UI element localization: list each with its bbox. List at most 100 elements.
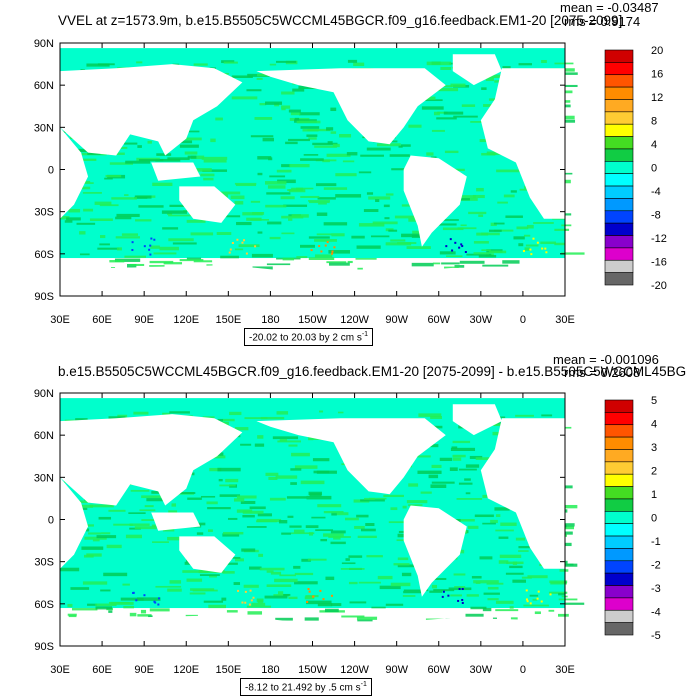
- ocean-streak: [168, 214, 194, 217]
- ocean-streak: [481, 87, 487, 90]
- anomaly-speck: [545, 251, 548, 254]
- ocean-streak: [509, 565, 523, 569]
- ocean-streak: [532, 598, 538, 601]
- ocean-streak: [347, 59, 358, 63]
- ocean-streak: [436, 117, 457, 120]
- colorbar-label: 4: [651, 419, 657, 431]
- ocean-streak: [518, 546, 538, 549]
- ocean-streak: [317, 504, 342, 508]
- x-tick-label: 180: [261, 314, 279, 326]
- ocean-streak: [444, 150, 459, 154]
- y-tick-label: 0: [48, 165, 54, 177]
- ocean-streak: [304, 596, 315, 600]
- anomaly-speck: [244, 601, 247, 604]
- ocean-streak: [238, 244, 260, 248]
- ocean-streak: [521, 576, 532, 579]
- ocean-streak: [84, 536, 107, 540]
- ocean-streak: [254, 117, 273, 120]
- colorbar-cell: [604, 148, 634, 162]
- ocean-streak: [167, 213, 173, 216]
- colorbar-cell: [604, 622, 634, 636]
- ocean-streak: [182, 570, 208, 573]
- ocean-streak: [200, 173, 215, 177]
- ocean-streak: [461, 104, 476, 107]
- ocean-streak: [167, 536, 191, 541]
- colorbar-label: -4: [651, 607, 661, 619]
- ocean-streak: [95, 606, 112, 610]
- ocean-streak: [482, 264, 509, 267]
- ocean-streak: [190, 232, 214, 236]
- ocean-streak: [234, 248, 244, 251]
- anomaly-speck: [250, 599, 253, 602]
- ocean-streak: [196, 532, 204, 535]
- anomaly-speck: [243, 239, 246, 242]
- ocean-streak: [431, 584, 437, 589]
- y-tick-label: 60N: [34, 430, 54, 442]
- colorbar-label: 12: [651, 92, 663, 104]
- ocean-streak: [466, 253, 492, 256]
- ocean-streak: [496, 514, 501, 517]
- ocean-streak: [318, 202, 327, 205]
- ocean-streak: [308, 200, 331, 202]
- ocean-streak: [149, 608, 170, 612]
- ocean-streak: [111, 197, 137, 200]
- ocean-streak: [305, 595, 319, 598]
- ocean-streak: [452, 440, 471, 444]
- ocean-streak: [525, 244, 539, 247]
- x-tick-label: 120E: [173, 314, 199, 326]
- ocean-streak: [388, 229, 398, 232]
- ocean-streak: [167, 588, 182, 592]
- ocean-streak: [169, 580, 182, 584]
- ocean-streak: [320, 538, 328, 542]
- anomaly-speck: [333, 246, 336, 249]
- ocean-streak: [266, 263, 291, 266]
- ocean-streak: [108, 509, 126, 512]
- x-tick-label: 120W: [340, 664, 369, 676]
- ocean-streak: [67, 613, 77, 616]
- x-tick-label: 90W: [385, 664, 408, 676]
- x-tick-label: 60E: [92, 664, 112, 676]
- ocean-streak: [286, 496, 307, 499]
- colorbar-label: -12: [651, 233, 667, 245]
- anomaly-speck: [231, 241, 234, 244]
- anomaly-speck: [461, 601, 464, 604]
- ocean-streak: [529, 594, 539, 597]
- ocean-streak: [134, 196, 148, 199]
- ocean-streak: [281, 108, 286, 111]
- ocean-streak: [458, 482, 473, 485]
- ocean-streak: [137, 145, 142, 148]
- ocean-streak: [276, 169, 292, 173]
- ocean-streak: [502, 260, 520, 264]
- ocean-streak: [225, 478, 239, 483]
- ocean-streak: [348, 555, 363, 558]
- ocean-streak: [80, 182, 94, 184]
- ocean-streak: [431, 464, 442, 469]
- colorbar-cell: [604, 535, 634, 549]
- x-tick-label: 30W: [470, 664, 493, 676]
- colorbar-cell: [604, 173, 634, 187]
- ocean-streak: [276, 60, 297, 63]
- ocean-streak: [288, 444, 298, 447]
- colorbar-cell: [604, 259, 634, 273]
- ocean-streak: [308, 137, 317, 140]
- ocean-streak: [432, 262, 441, 265]
- ocean-streak: [307, 558, 327, 561]
- ocean-streak: [559, 531, 573, 535]
- ocean-streak: [137, 614, 152, 617]
- ocean-streak: [518, 550, 529, 552]
- ocean-streak: [250, 200, 261, 203]
- ocean-streak: [428, 474, 439, 479]
- ocean-streak: [383, 204, 390, 208]
- ocean-streak: [541, 414, 553, 417]
- anomaly-speck: [252, 596, 255, 599]
- ocean-streak: [443, 219, 459, 221]
- ocean-streak: [356, 514, 369, 518]
- ocean-streak: [207, 507, 231, 510]
- ocean-streak: [292, 88, 305, 92]
- ocean-streak: [467, 525, 479, 529]
- y-tick-label: 60S: [34, 599, 54, 611]
- bottom-mean-label: mean = -0.001096: [553, 352, 659, 367]
- ocean-streak: [558, 592, 565, 596]
- ocean-streak: [326, 127, 334, 131]
- ocean-streak: [141, 519, 164, 521]
